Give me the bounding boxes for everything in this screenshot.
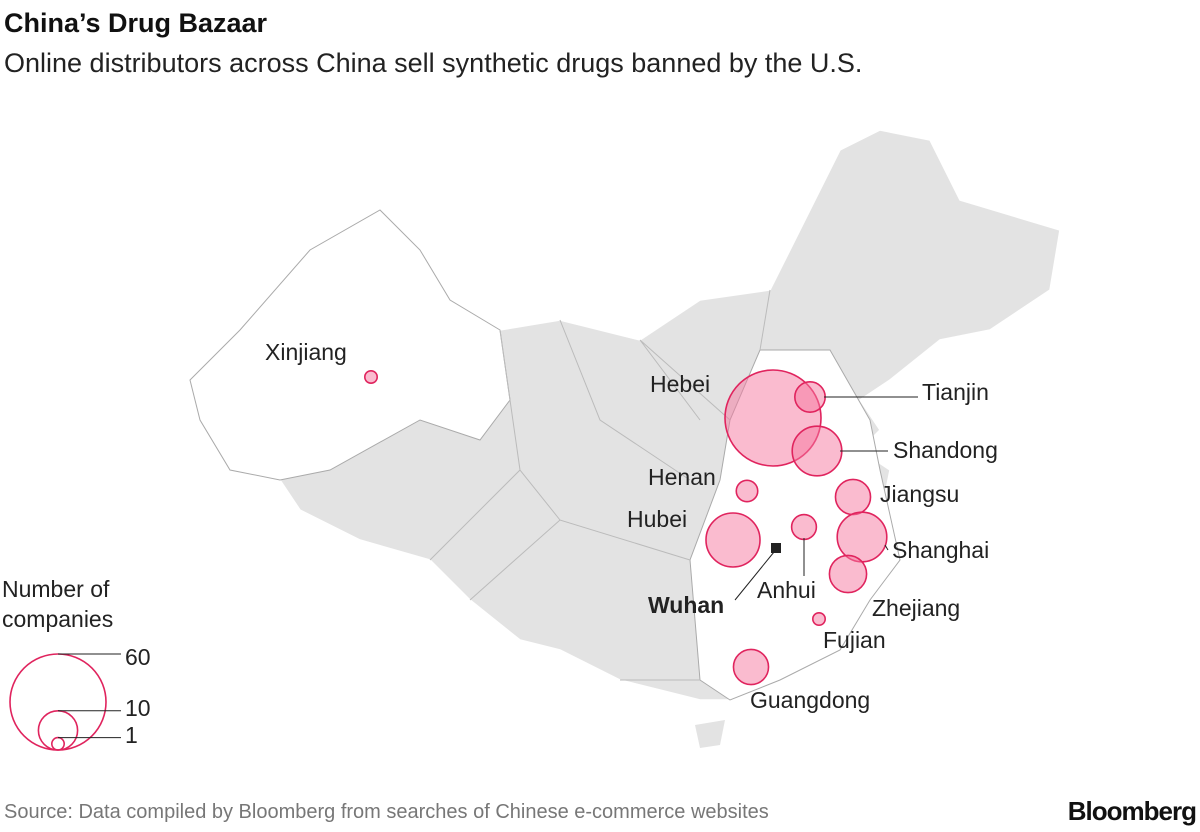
source: Source: Data compiled by Bloomberg from … <box>4 801 769 823</box>
wuhan-marker <box>771 543 781 553</box>
bubble <box>732 648 770 686</box>
leader-line <box>884 544 889 551</box>
province-label: Shanghai <box>892 537 989 563</box>
province-label: Xinjiang <box>265 339 347 365</box>
title: China’s Drug Bazaar <box>4 8 268 38</box>
bubble <box>812 612 826 626</box>
province-label: Anhui <box>757 577 816 603</box>
legend-label: 60 <box>125 644 151 670</box>
legend-circle <box>37 710 79 751</box>
bubble <box>735 479 759 503</box>
leader-line <box>734 551 775 601</box>
bubble <box>828 554 868 594</box>
legend-label: 1 <box>125 722 138 748</box>
legend-title-line: companies <box>2 606 113 632</box>
bubble <box>794 381 826 413</box>
province-label: Guangdong <box>750 687 870 713</box>
province-label: Hebei <box>650 371 710 397</box>
province-label: Fujian <box>823 627 886 653</box>
brand: Bloomberg <box>1068 796 1196 826</box>
bubble <box>834 478 872 516</box>
city-label: Wuhan <box>648 592 724 618</box>
province-label: Shandong <box>893 437 998 463</box>
bubble <box>790 513 818 541</box>
legend-title: Number of companies <box>2 576 113 632</box>
province-label: Hubei <box>627 506 687 532</box>
province-label: Henan <box>648 464 716 490</box>
province-label: Jiangsu <box>880 481 959 507</box>
bubble <box>705 512 761 568</box>
hainan-shape <box>695 720 725 748</box>
subtitle: Online distributors across China sell sy… <box>4 48 862 78</box>
bubble <box>791 425 843 477</box>
bubble <box>364 370 378 384</box>
legend-label: 10 <box>125 695 151 721</box>
bubble <box>836 511 888 563</box>
province-label: Tianjin <box>922 379 989 405</box>
legend-circle <box>51 736 65 751</box>
legend-title-line: Number of <box>2 576 110 602</box>
province-borders <box>429 289 771 681</box>
legend-circle <box>9 653 107 751</box>
province-label: Zhejiang <box>872 595 960 621</box>
